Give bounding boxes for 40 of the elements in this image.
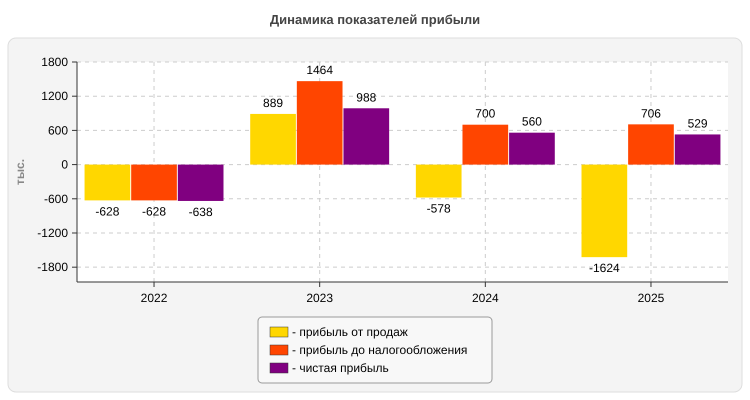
data-label: 706	[640, 106, 662, 120]
bar	[462, 124, 508, 165]
data-label: -578	[426, 202, 452, 216]
x-tick-label: 2022	[140, 291, 168, 305]
bar	[296, 81, 343, 165]
bar	[343, 108, 390, 165]
y-axis-title: тыс.	[13, 158, 27, 186]
x-tick-label: 2023	[306, 291, 334, 305]
bar	[582, 164, 628, 258]
bar	[178, 164, 224, 201]
chart-title: Динамика показателей прибыли	[270, 12, 480, 27]
data-label: 700	[475, 106, 496, 121]
y-tick-label: -1800	[37, 260, 68, 274]
data-label: 529	[688, 116, 708, 130]
bar	[416, 164, 462, 198]
y-tick-label: -600	[44, 192, 68, 206]
bar	[509, 132, 555, 165]
x-tick-label: 2024	[472, 291, 499, 305]
data-label: 988	[356, 90, 377, 104]
y-tick-label: 0	[61, 158, 68, 172]
y-tick-label: 1200	[41, 89, 68, 104]
bar	[84, 164, 130, 200]
data-label: -628	[95, 204, 120, 218]
y-tick-label: -1200	[37, 226, 68, 240]
data-label: -638	[188, 204, 213, 219]
bar	[628, 124, 674, 165]
y-tick-label: 600	[48, 123, 68, 138]
data-label: -1624	[589, 261, 620, 276]
data-label: 1464	[306, 63, 334, 78]
data-label: -628	[142, 204, 166, 218]
bar	[250, 114, 296, 165]
data-label: 889	[263, 96, 284, 110]
legend-label: - чистая прибыль	[292, 361, 389, 375]
x-tick-label: 2025	[638, 291, 665, 305]
data-label: 560	[522, 114, 542, 129]
legend-label: - прибыль от продаж	[292, 325, 408, 339]
bar	[131, 164, 177, 200]
y-tick-label: 1800	[41, 55, 68, 69]
bar	[674, 134, 720, 165]
legend-label: - прибыль до налогообложения	[292, 343, 468, 357]
